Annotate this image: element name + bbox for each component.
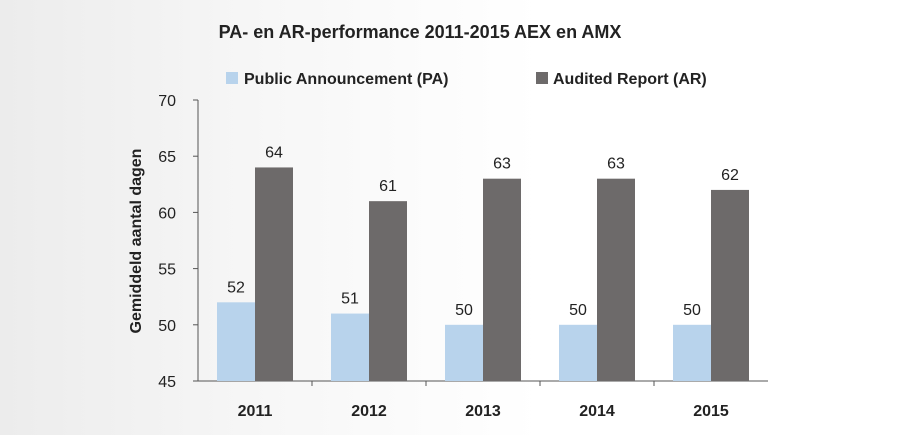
bar-pa-2012	[331, 313, 369, 381]
bar-pa-2011	[217, 302, 255, 381]
data-label: 64	[265, 144, 283, 161]
x-tick-label: 2013	[465, 403, 501, 420]
x-tick-label: 2015	[693, 403, 729, 420]
y-tick-label: 55	[158, 262, 176, 279]
chart-title: PA- en AR-performance 2011-2015 AEX en A…	[219, 22, 622, 42]
bar-ar-2011	[255, 167, 293, 381]
bars: 52 64 51 61 50 63 50 63 50 62	[217, 144, 749, 381]
y-axis-label: Gemiddeld aantal dagen	[128, 149, 145, 334]
bar-ar-2013	[483, 178, 521, 381]
bar-pa-2013	[445, 324, 483, 381]
legend-label-pa: Public Announcement (PA)	[244, 71, 448, 88]
bar-ar-2015	[711, 189, 749, 381]
y-tick-label: 50	[158, 318, 176, 335]
legend: Public Announcement (PA) Audited Report …	[226, 71, 707, 88]
y-tick-label: 65	[158, 149, 176, 166]
legend-swatch-pa	[226, 72, 238, 84]
data-label: 63	[493, 156, 511, 173]
data-label: 50	[569, 302, 587, 319]
data-label: 50	[683, 302, 701, 319]
legend-label-ar: Audited Report (AR)	[553, 71, 707, 88]
x-axis-ticks: 2011 2012 2013 2014 2015	[238, 381, 729, 420]
bar-pa-2015	[673, 324, 711, 381]
y-axis-ticks: 45 50 55 60 65 70	[158, 93, 198, 391]
data-label: 50	[455, 302, 473, 319]
data-label: 52	[227, 279, 245, 296]
legend-swatch-ar	[536, 72, 548, 84]
data-label: 61	[379, 178, 397, 195]
x-tick-label: 2011	[238, 403, 273, 420]
bar-pa-2014	[559, 324, 597, 381]
data-label: 63	[607, 156, 625, 173]
y-tick-label: 45	[158, 374, 176, 391]
y-tick-label: 60	[158, 205, 176, 222]
y-tick-label: 70	[158, 93, 176, 110]
data-label: 51	[341, 291, 359, 308]
bar-ar-2012	[369, 201, 407, 381]
bar-ar-2014	[597, 178, 635, 381]
x-tick-label: 2014	[579, 403, 615, 420]
x-tick-label: 2012	[351, 403, 387, 420]
data-label: 62	[721, 167, 739, 184]
